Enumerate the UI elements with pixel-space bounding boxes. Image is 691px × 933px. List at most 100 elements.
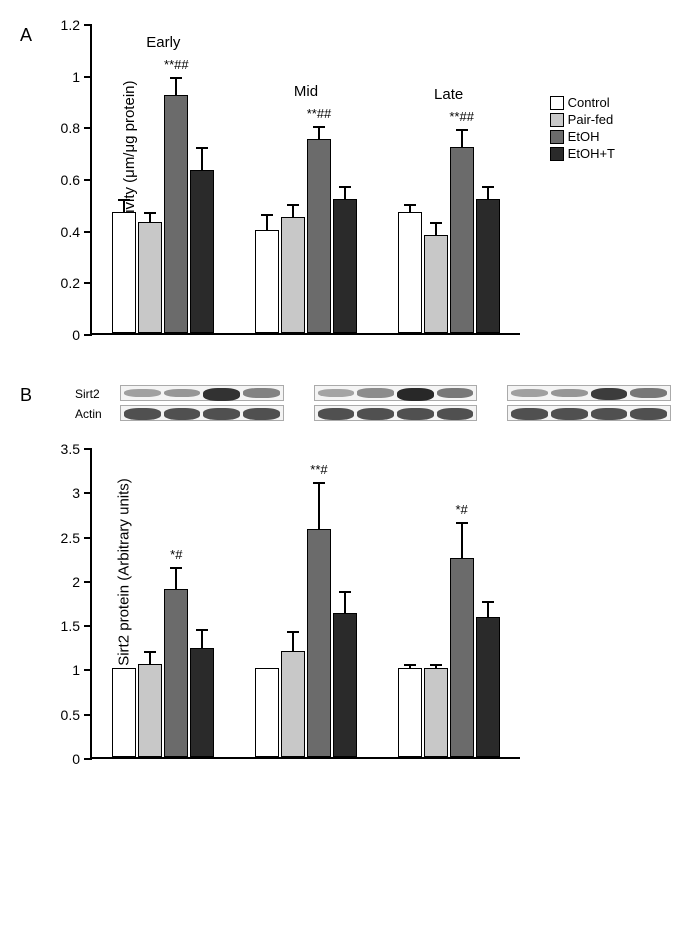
y-tick [84,669,92,671]
y-tick [84,625,92,627]
error-bar [266,215,268,231]
panel-b-yaxis: 00.511.522.533.5 [52,449,92,757]
panel-b-groups: *# **# *# [92,449,520,757]
y-tick-label: 0 [40,751,80,767]
group-label: Mid [294,83,318,100]
bar-etoh: **## [307,139,331,333]
y-tick-label: 2 [40,574,80,590]
significance-label: **## [164,57,189,72]
legend-item-control: Control [550,95,615,110]
blot-band [437,388,474,398]
bar-pairfed [424,668,448,757]
y-tick-label: 1 [40,662,80,678]
y-tick [84,581,92,583]
bar-etoh: **# [307,529,331,758]
blot-group [314,385,478,445]
y-tick [84,76,92,78]
error-bar [409,665,411,669]
bar-group: **##Mid [255,139,357,333]
bar-pairfed [424,235,448,333]
bar-group: *# [112,589,214,757]
blot-band [591,408,628,420]
panel-a: A HDAC activity (μm/μg protein) 00.20.40… [20,25,671,335]
error-cap [170,567,182,569]
error-cap [482,601,494,603]
bar-etoht [333,199,357,333]
bar-group: **##Early [112,95,214,333]
blot-band [551,408,588,420]
error-cap [261,214,273,216]
panel-b: B Sirt2 protein (Arbitrary units) Sirt2 … [20,385,671,759]
y-tick-label: 1.2 [40,17,80,33]
blot-band [318,408,355,420]
error-bar [461,130,463,148]
y-tick [84,714,92,716]
bar-control [255,230,279,333]
panel-a-yaxis: 00.20.40.60.811.2 [52,25,92,333]
error-cap [196,629,208,631]
error-cap [404,204,416,206]
significance-label: *# [455,502,467,517]
significance-label: **## [449,109,474,124]
blot-band [243,408,280,420]
blot-band [124,408,161,420]
bar-etoh: *# [450,558,474,757]
blot-band [164,408,201,420]
error-bar [487,187,489,200]
blot-band [357,408,394,420]
error-bar [175,568,177,590]
bar-etoht [333,613,357,757]
significance-label: **## [307,106,332,121]
legend-swatch [550,130,564,144]
legend-swatch [550,113,564,127]
bar-group: **##Late [398,147,500,333]
error-bar [201,630,203,649]
blot-row-actin [507,405,671,421]
legend-label: Control [568,95,610,110]
error-cap [430,222,442,224]
error-bar [175,78,177,96]
blot-band [397,388,434,401]
error-cap [144,651,156,653]
y-tick [84,24,92,26]
blot-band [203,408,240,420]
blot-label-sirt2: Sirt2 [75,385,102,405]
y-tick [84,334,92,336]
blot-label-actin: Actin [75,405,102,425]
blot-band [511,408,548,420]
bar-control [112,212,136,333]
error-cap [456,522,468,524]
y-tick [84,179,92,181]
y-tick-label: 3 [40,485,80,501]
bar-etoht [476,617,500,757]
error-bar [201,148,203,171]
bar-control [398,212,422,333]
blot-row-actin [120,405,284,421]
legend-item-etoht: EtOH+T [550,146,615,161]
panel-a-groups: **##Early**##Mid**##Late [92,25,520,333]
error-bar [461,523,463,558]
blot-group [507,385,671,445]
panel-a-plot-area: 00.20.40.60.811.2 **##Early**##Mid**##La… [90,25,520,335]
error-bar [292,205,294,218]
y-tick-label: 0.4 [40,224,80,240]
bar-etoht [190,170,214,333]
y-tick [84,492,92,494]
y-tick [84,448,92,450]
blot-band [203,388,240,401]
legend-item-etoh: EtOH [550,129,615,144]
y-tick [84,127,92,129]
error-bar [149,652,151,665]
legend-label: Pair-fed [568,112,614,127]
blot-row-actin [314,405,478,421]
bar-pairfed [138,664,162,757]
group-label: Late [434,86,463,103]
y-tick-label: 1.5 [40,618,80,634]
bar-pairfed [138,222,162,333]
y-tick-label: 0.5 [40,707,80,723]
panel-b-plot-area: 00.511.522.533.5 *#**#*# [90,449,520,759]
blot-row-sirt2 [314,385,478,401]
error-bar [318,127,320,140]
error-bar [409,205,411,213]
panel-a-chart: HDAC activity (μm/μg protein) 00.20.40.6… [90,25,671,335]
